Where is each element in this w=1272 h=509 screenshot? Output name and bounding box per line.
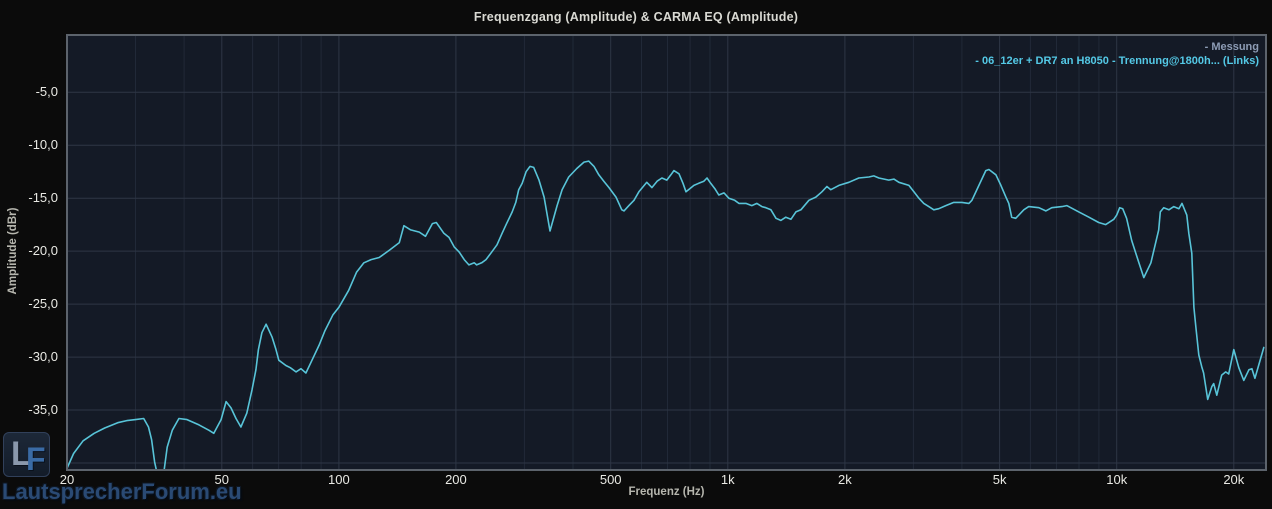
lautsprecherforum-logo: L F <box>3 432 50 477</box>
response-curve <box>67 160 1265 470</box>
plot-background <box>67 35 1266 470</box>
chart-title: Frequenzgang (Amplitude) & CARMA EQ (Amp… <box>473 10 799 24</box>
legend-entry-messung: - Messung <box>1204 41 1259 53</box>
legend-entry-series: - 06_12er + DR7 an H8050 - Trennung@1800… <box>975 55 1259 67</box>
plot-legend: - Messung - 06_12er + DR7 an H8050 - Tre… <box>975 40 1259 68</box>
plot-border <box>66 34 1267 471</box>
x-axis-title: Frequenz (Hz) <box>628 486 705 498</box>
watermark-site-text: LautsprecherForum.eu <box>2 479 242 504</box>
logo-letter-f: F <box>26 441 46 477</box>
y-axis-title: Amplitude (dBr) <box>7 207 19 295</box>
logo-letter-l: L <box>11 435 32 473</box>
